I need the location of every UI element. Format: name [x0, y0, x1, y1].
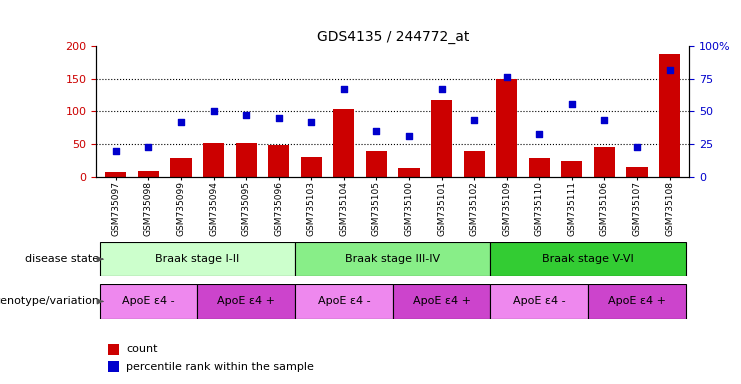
Text: Braak stage I-II: Braak stage I-II — [155, 254, 239, 264]
Bar — [399, 167, 419, 177]
Point — [534, 131, 545, 137]
Text: Braak stage V-VI: Braak stage V-VI — [542, 254, 634, 264]
Title: GDS4135 / 244772_at: GDS4135 / 244772_at — [316, 30, 469, 44]
Bar — [268, 145, 289, 177]
Text: disease state: disease state — [25, 254, 99, 264]
Bar — [464, 151, 485, 177]
Bar — [99, 242, 295, 276]
Point — [110, 147, 122, 154]
Bar — [295, 242, 491, 276]
Bar — [138, 171, 159, 177]
Bar — [529, 158, 550, 177]
Point — [142, 144, 154, 150]
Bar — [295, 284, 393, 319]
Text: ApoE ε4 -: ApoE ε4 - — [122, 296, 175, 306]
Bar — [203, 143, 225, 177]
Bar — [594, 147, 615, 177]
Bar — [170, 158, 192, 177]
Point — [664, 66, 676, 73]
Text: ApoE ε4 -: ApoE ε4 - — [318, 296, 370, 306]
Point — [175, 119, 187, 125]
Text: Braak stage III-IV: Braak stage III-IV — [345, 254, 440, 264]
Point — [631, 144, 643, 150]
Text: genotype/variation: genotype/variation — [0, 296, 99, 306]
Point — [273, 115, 285, 121]
Bar — [431, 99, 452, 177]
Bar — [108, 361, 119, 372]
Point — [468, 118, 480, 124]
Bar — [393, 284, 491, 319]
Point — [403, 133, 415, 139]
Bar — [301, 157, 322, 177]
Bar — [659, 54, 680, 177]
Text: ApoE ε4 +: ApoE ε4 + — [217, 296, 275, 306]
Bar — [108, 344, 119, 355]
Point — [370, 128, 382, 134]
Bar — [333, 109, 354, 177]
Bar — [197, 284, 295, 319]
Bar — [588, 284, 686, 319]
Text: percentile rank within the sample: percentile rank within the sample — [126, 362, 314, 372]
Point — [305, 119, 317, 125]
Bar — [491, 242, 686, 276]
Text: ApoE ε4 -: ApoE ε4 - — [513, 296, 565, 306]
Point — [599, 118, 611, 124]
Text: ApoE ε4 +: ApoE ε4 + — [608, 296, 666, 306]
Bar — [99, 284, 197, 319]
Point — [338, 86, 350, 92]
Point — [240, 112, 252, 118]
Bar — [366, 151, 387, 177]
Bar — [626, 167, 648, 177]
Bar — [491, 284, 588, 319]
Text: count: count — [126, 344, 158, 354]
Bar — [105, 172, 127, 177]
Point — [566, 101, 578, 107]
Bar — [496, 79, 517, 177]
Point — [436, 86, 448, 92]
Text: ApoE ε4 +: ApoE ε4 + — [413, 296, 471, 306]
Bar — [236, 143, 256, 177]
Point — [501, 74, 513, 81]
Point — [207, 108, 219, 114]
Bar — [561, 161, 582, 177]
